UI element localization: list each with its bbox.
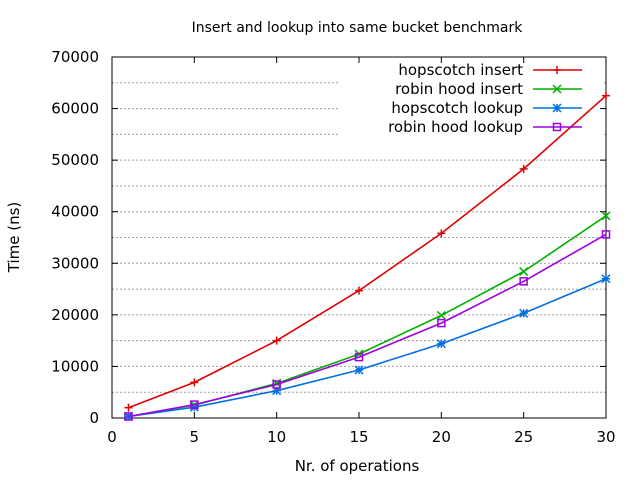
data-point-s2-4 — [436, 339, 446, 349]
legend-marker-2 — [552, 103, 562, 113]
marker-stroke — [519, 267, 529, 277]
chart-title: Insert and lookup into same bucket bench… — [192, 20, 524, 36]
marker-stroke — [552, 122, 562, 132]
legend-label-2: hopscotch lookup — [391, 99, 523, 117]
series-line-3 — [128, 233, 607, 418]
data-point-s0-3 — [355, 286, 363, 295]
series-layer — [123, 91, 611, 421]
legend-marker-1 — [552, 84, 562, 94]
x-tick-label: 15 — [349, 428, 368, 446]
marker-stroke — [601, 274, 611, 284]
legend-marker-0 — [553, 66, 561, 74]
data-point-s3-6 — [601, 230, 611, 239]
y-axis-title: Time (ns) — [5, 202, 23, 274]
data-point-s3-0 — [124, 412, 133, 421]
marker-stroke — [552, 103, 562, 113]
y-tick-label: 0 — [89, 409, 99, 427]
marker-stroke — [519, 277, 528, 286]
marker-stroke — [519, 308, 529, 318]
data-point-s3-2 — [272, 380, 281, 389]
data-point-s0-1 — [190, 378, 199, 387]
marker-stroke — [124, 412, 133, 421]
data-point-s1-5 — [519, 267, 529, 277]
marker-stroke — [601, 211, 611, 221]
x-tick-label: 20 — [432, 428, 451, 446]
x-tick-label: 25 — [514, 428, 533, 446]
legend-marker-3 — [552, 122, 562, 132]
marker-stroke — [437, 318, 446, 328]
marker-stroke — [354, 365, 364, 375]
data-point-s3-4 — [437, 318, 446, 328]
marker-stroke — [354, 352, 364, 362]
data-point-s2-5 — [519, 308, 529, 318]
marker-stroke — [436, 339, 446, 349]
marker-stroke — [601, 230, 611, 239]
x-tick-label: 5 — [190, 428, 200, 446]
legend-label-0: hopscotch insert — [398, 61, 523, 79]
marker-stroke — [123, 411, 133, 421]
x-tick-label: 10 — [267, 428, 286, 446]
data-point-s3-3 — [354, 352, 364, 362]
marker-stroke — [552, 84, 562, 94]
data-point-s2-3 — [354, 365, 364, 375]
data-point-s0-6 — [602, 91, 610, 100]
data-point-s0-5 — [519, 164, 528, 173]
y-tick-label: 70000 — [51, 48, 99, 66]
data-point-s3-1 — [190, 400, 199, 409]
x-tick-label: 0 — [107, 428, 117, 446]
data-point-s0-2 — [272, 336, 281, 345]
y-tick-label: 60000 — [51, 100, 99, 118]
y-tick-label: 30000 — [51, 254, 99, 272]
x-tick-label: 30 — [596, 428, 615, 446]
marker-stroke — [190, 400, 199, 409]
legend-label-1: robin hood insert — [395, 80, 523, 98]
data-point-s1-4 — [436, 310, 446, 320]
y-tick-label: 20000 — [51, 306, 99, 324]
y-tick-label: 10000 — [51, 357, 99, 375]
data-point-s1-6 — [601, 211, 611, 221]
marker-stroke — [272, 380, 281, 389]
data-point-s2-0 — [123, 411, 133, 421]
legend-label-3: robin hood lookup — [388, 118, 523, 136]
data-point-s3-5 — [519, 277, 528, 286]
data-point-s0-0 — [124, 403, 133, 412]
data-point-s0-4 — [437, 229, 446, 238]
y-tick-label: 50000 — [51, 151, 99, 169]
data-point-s2-6 — [601, 274, 611, 284]
marker-stroke — [436, 310, 446, 320]
y-tick-label: 40000 — [51, 203, 99, 221]
x-axis-title: Nr. of operations — [295, 457, 420, 475]
axis-ticks: 0 5 10 15 20 25 30 0 10000 20000 30000 40000 50000 60… — [51, 48, 615, 446]
